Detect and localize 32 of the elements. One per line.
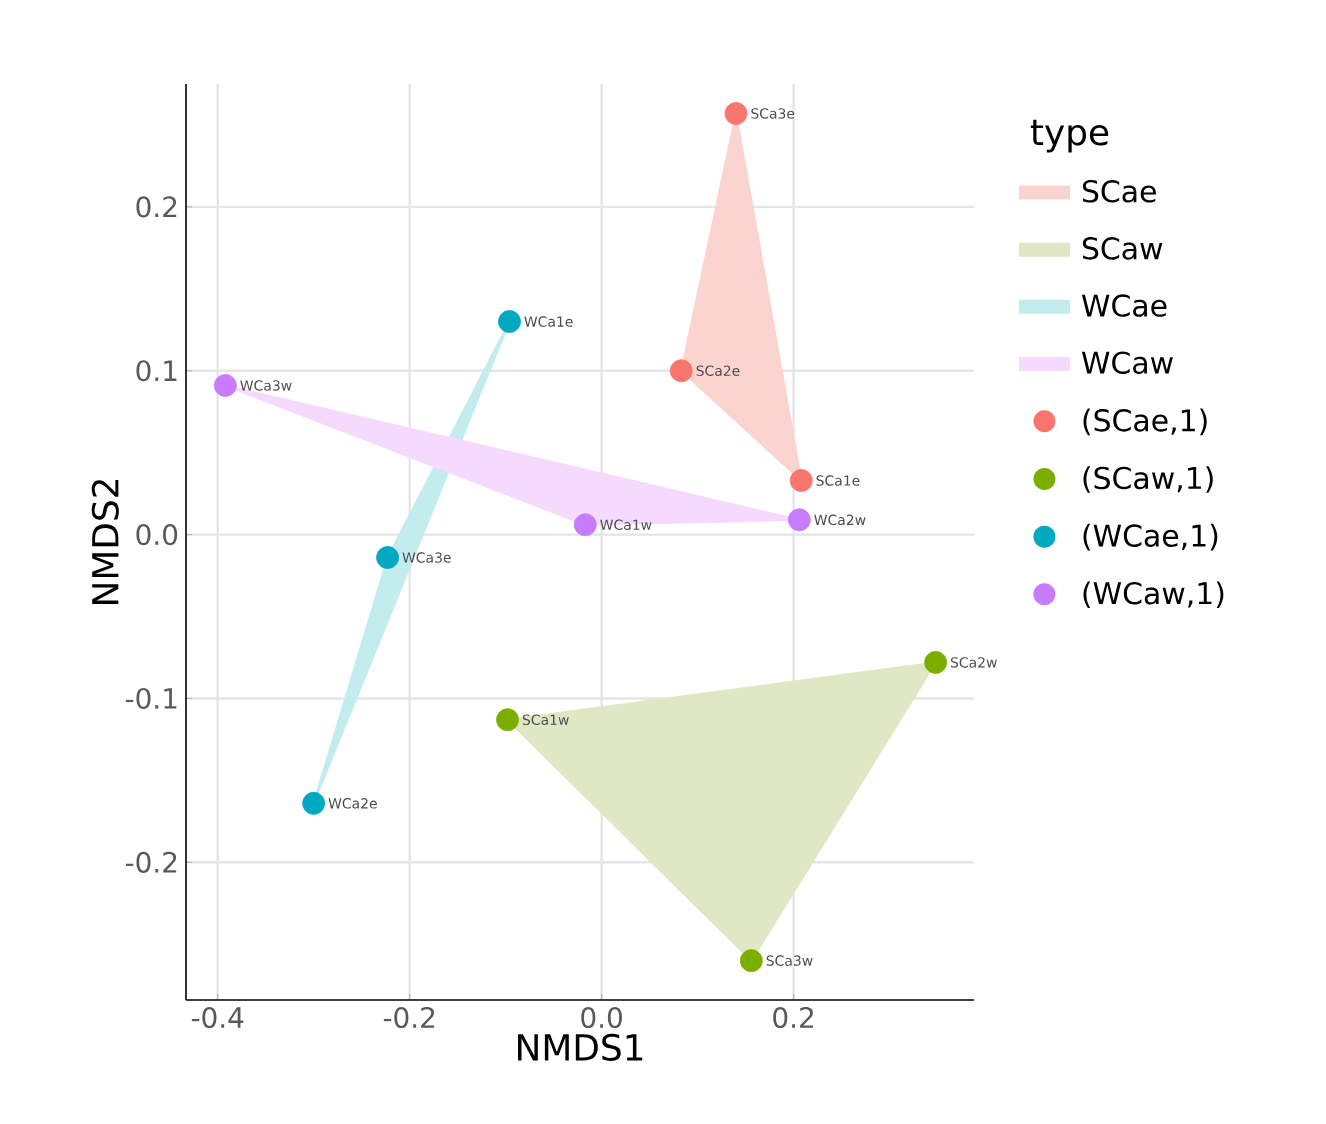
y-axis-title: NMDS2 [91, 480, 119, 604]
point [739, 949, 763, 973]
point [789, 469, 813, 492]
point [669, 359, 693, 383]
legend-title: type [1030, 119, 1109, 153]
x-tick-label: 0.2 [773, 1006, 813, 1029]
x-tick-label: 0.0 [581, 1006, 622, 1029]
x-tick-label: -0.2 [383, 1006, 435, 1029]
point [573, 513, 597, 537]
point [724, 102, 748, 125]
point [302, 791, 326, 815]
point [213, 374, 237, 397]
point [376, 546, 399, 569]
y-tick-label: 0.0 [136, 524, 178, 546]
point [498, 310, 521, 333]
legend-label: (SCaw,1) [1083, 466, 1213, 493]
y-tick-label: 0.1 [136, 360, 177, 382]
point [496, 708, 519, 732]
legend-label: WCaw [1081, 351, 1173, 375]
legend-label: (WCae,1) [1083, 523, 1218, 551]
legend-label: WCae [1081, 294, 1167, 317]
legend-label: (WCaw,1) [1083, 581, 1224, 609]
x-axis-title: NMDS1 [518, 1033, 643, 1061]
legend-label: SCaw [1082, 237, 1163, 260]
legend-label: (SCae,1) [1083, 408, 1207, 436]
y-tick-label: 0.2 [136, 196, 177, 218]
x-tick-label: -0.4 [191, 1006, 244, 1029]
legend-label: SCae [1082, 179, 1156, 203]
y-tick-label: -0.2 [125, 851, 177, 873]
point [924, 651, 948, 674]
point [787, 508, 811, 532]
y-tick-label: -0.1 [125, 687, 177, 710]
